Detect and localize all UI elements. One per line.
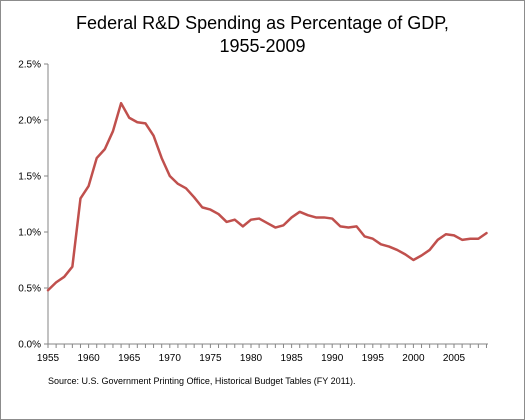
series-line xyxy=(46,101,488,292)
x-tick-label: 2005 xyxy=(443,353,466,364)
y-tick-label: 2.5% xyxy=(18,60,41,71)
y-tick-label: 2.0% xyxy=(18,116,41,127)
x-tick-label: 1975 xyxy=(199,353,222,364)
x-axis: 1955 1960 1965 1970 1975 1980 1985 1990 1995 2000… xyxy=(37,343,488,364)
x-tick-label: 1960 xyxy=(77,353,100,364)
y-tick-label: 1.5% xyxy=(18,172,41,183)
x-tick-label: 1970 xyxy=(159,353,182,364)
series-group xyxy=(46,101,488,292)
source-note: Source: U.S. Government Printing Office,… xyxy=(48,376,356,386)
x-tick-label: 2000 xyxy=(402,353,425,364)
x-tick-label: 1955 xyxy=(37,353,60,364)
y-tick-label: 0.0% xyxy=(18,340,41,351)
x-tick-label: 1990 xyxy=(321,353,344,364)
y-axis: 0.0% 0.5% 1.0% 1.5% 2.0% 2.5% xyxy=(18,60,49,351)
chart-title-line2: 1955-2009 xyxy=(219,36,306,56)
chart-title-line1: Federal R&D Spending as Percentage of GD… xyxy=(76,13,449,33)
x-tick-label: 1995 xyxy=(362,353,385,364)
y-tick-label: 0.5% xyxy=(18,284,41,295)
x-tick-label: 1980 xyxy=(240,353,263,364)
x-tick-label: 1965 xyxy=(118,353,141,364)
y-tick-label: 1.0% xyxy=(18,228,41,239)
x-tick-label: 1985 xyxy=(280,353,303,364)
